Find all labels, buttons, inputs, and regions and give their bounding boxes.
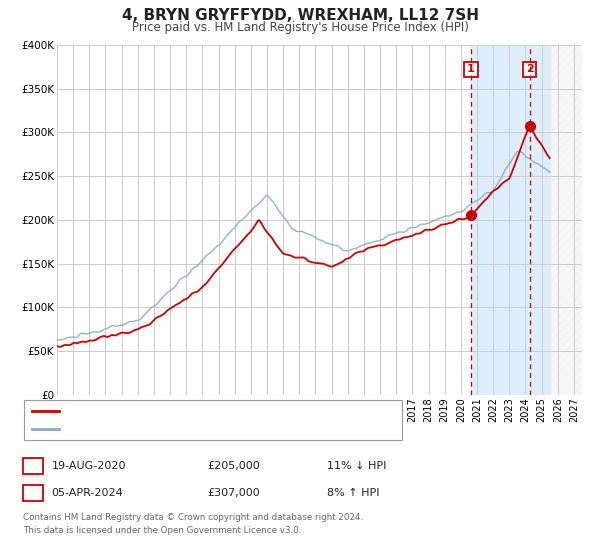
Text: 1: 1 <box>467 64 475 74</box>
Text: This data is licensed under the Open Government Licence v3.0.: This data is licensed under the Open Gov… <box>23 526 301 535</box>
Text: 4, BRYN GRYFFYDD, WREXHAM, LL12 7SH: 4, BRYN GRYFFYDD, WREXHAM, LL12 7SH <box>121 8 479 24</box>
Text: Contains HM Land Registry data © Crown copyright and database right 2024.: Contains HM Land Registry data © Crown c… <box>23 514 363 522</box>
Text: HPI: Average price, detached house, Wrexham: HPI: Average price, detached house, Wrex… <box>64 424 306 435</box>
Text: £307,000: £307,000 <box>207 488 260 498</box>
Bar <box>550 45 582 395</box>
Text: 05-APR-2024: 05-APR-2024 <box>52 488 124 498</box>
Bar <box>471 45 550 395</box>
Bar <box>550 45 582 395</box>
Text: 2: 2 <box>29 486 37 500</box>
Text: 19-AUG-2020: 19-AUG-2020 <box>52 461 126 471</box>
Text: 1: 1 <box>29 459 37 473</box>
Text: 4, BRYN GRYFFYDD, WREXHAM, LL12 7SH (detached house): 4, BRYN GRYFFYDD, WREXHAM, LL12 7SH (det… <box>64 407 374 417</box>
Text: £205,000: £205,000 <box>207 461 260 471</box>
Text: 2: 2 <box>526 64 533 74</box>
Text: Price paid vs. HM Land Registry's House Price Index (HPI): Price paid vs. HM Land Registry's House … <box>131 21 469 34</box>
Text: 8% ↑ HPI: 8% ↑ HPI <box>327 488 380 498</box>
Text: 11% ↓ HPI: 11% ↓ HPI <box>327 461 386 471</box>
